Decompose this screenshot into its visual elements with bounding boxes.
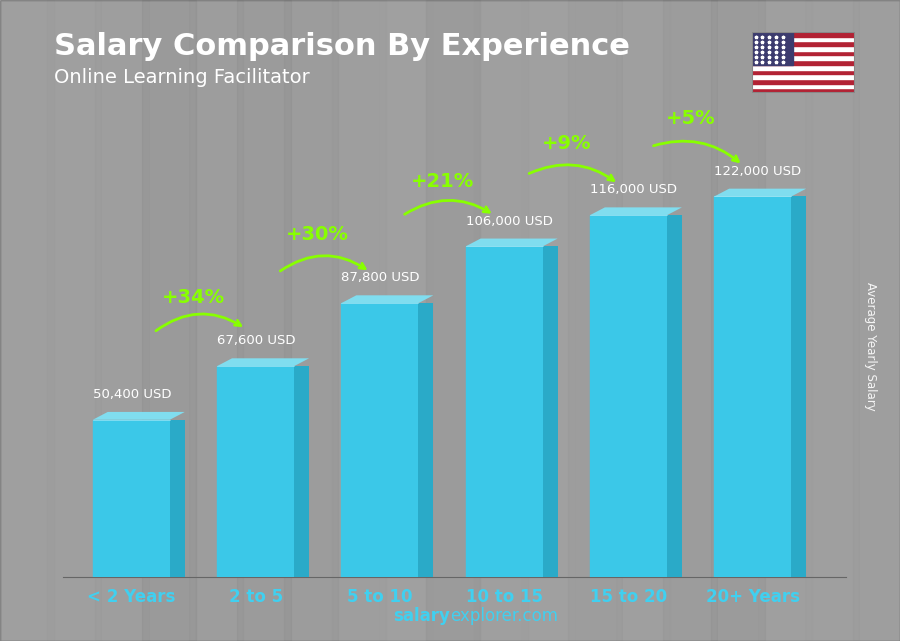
Bar	[752, 69, 855, 74]
Bar	[752, 65, 855, 69]
Bar	[616, 0, 670, 641]
Bar	[752, 42, 855, 46]
Bar	[752, 56, 855, 60]
Polygon shape	[418, 303, 434, 577]
Polygon shape	[715, 188, 806, 196]
Text: Online Learning Facilitator: Online Learning Facilitator	[54, 67, 310, 87]
Text: +34%: +34%	[162, 288, 225, 308]
Text: Average Yearly Salary: Average Yearly Salary	[865, 282, 878, 410]
Polygon shape	[543, 246, 558, 577]
Polygon shape	[791, 196, 806, 577]
Bar	[758, 0, 812, 641]
Bar	[806, 0, 860, 641]
Bar	[752, 51, 855, 56]
Text: +30%: +30%	[286, 226, 349, 244]
Bar	[852, 0, 900, 641]
Bar	[752, 79, 855, 83]
Bar	[569, 0, 623, 641]
Text: +21%: +21%	[410, 172, 473, 191]
Bar	[663, 0, 717, 641]
Text: salary: salary	[393, 607, 450, 625]
Text: explorer.com: explorer.com	[450, 607, 558, 625]
Bar	[284, 0, 338, 641]
Bar	[752, 88, 855, 93]
Bar	[0, 0, 54, 641]
Bar	[48, 0, 102, 641]
Text: 87,800 USD: 87,800 USD	[341, 271, 420, 285]
Text: 67,600 USD: 67,600 USD	[217, 335, 295, 347]
Bar	[752, 37, 855, 42]
Bar	[465, 246, 543, 577]
Text: 50,400 USD: 50,400 USD	[93, 388, 171, 401]
Bar	[93, 420, 170, 577]
Bar	[752, 74, 855, 79]
Polygon shape	[465, 238, 558, 246]
Bar	[752, 83, 855, 88]
Bar	[473, 0, 527, 641]
Bar	[190, 0, 244, 641]
Bar	[217, 366, 294, 577]
Bar	[752, 32, 855, 37]
Bar	[710, 0, 764, 641]
Polygon shape	[667, 215, 682, 577]
Text: 116,000 USD: 116,000 USD	[590, 183, 677, 196]
Polygon shape	[341, 296, 434, 303]
Text: 122,000 USD: 122,000 USD	[715, 165, 801, 178]
Polygon shape	[294, 366, 309, 577]
Bar	[752, 46, 855, 51]
Polygon shape	[590, 208, 682, 215]
Polygon shape	[93, 412, 184, 420]
Bar	[94, 0, 148, 641]
Bar	[590, 215, 667, 577]
Bar	[427, 0, 481, 641]
Bar	[237, 0, 291, 641]
Bar	[331, 0, 385, 641]
Text: +9%: +9%	[542, 134, 591, 153]
Bar	[752, 60, 855, 65]
Bar	[379, 0, 433, 641]
Text: Salary Comparison By Experience: Salary Comparison By Experience	[54, 32, 630, 61]
Polygon shape	[170, 420, 184, 577]
Bar	[341, 303, 419, 577]
Text: +5%: +5%	[666, 109, 716, 128]
Text: 106,000 USD: 106,000 USD	[465, 215, 553, 228]
Bar	[142, 0, 196, 641]
Polygon shape	[217, 358, 309, 366]
Bar	[521, 0, 575, 641]
Bar	[752, 32, 793, 65]
Bar	[715, 196, 791, 577]
